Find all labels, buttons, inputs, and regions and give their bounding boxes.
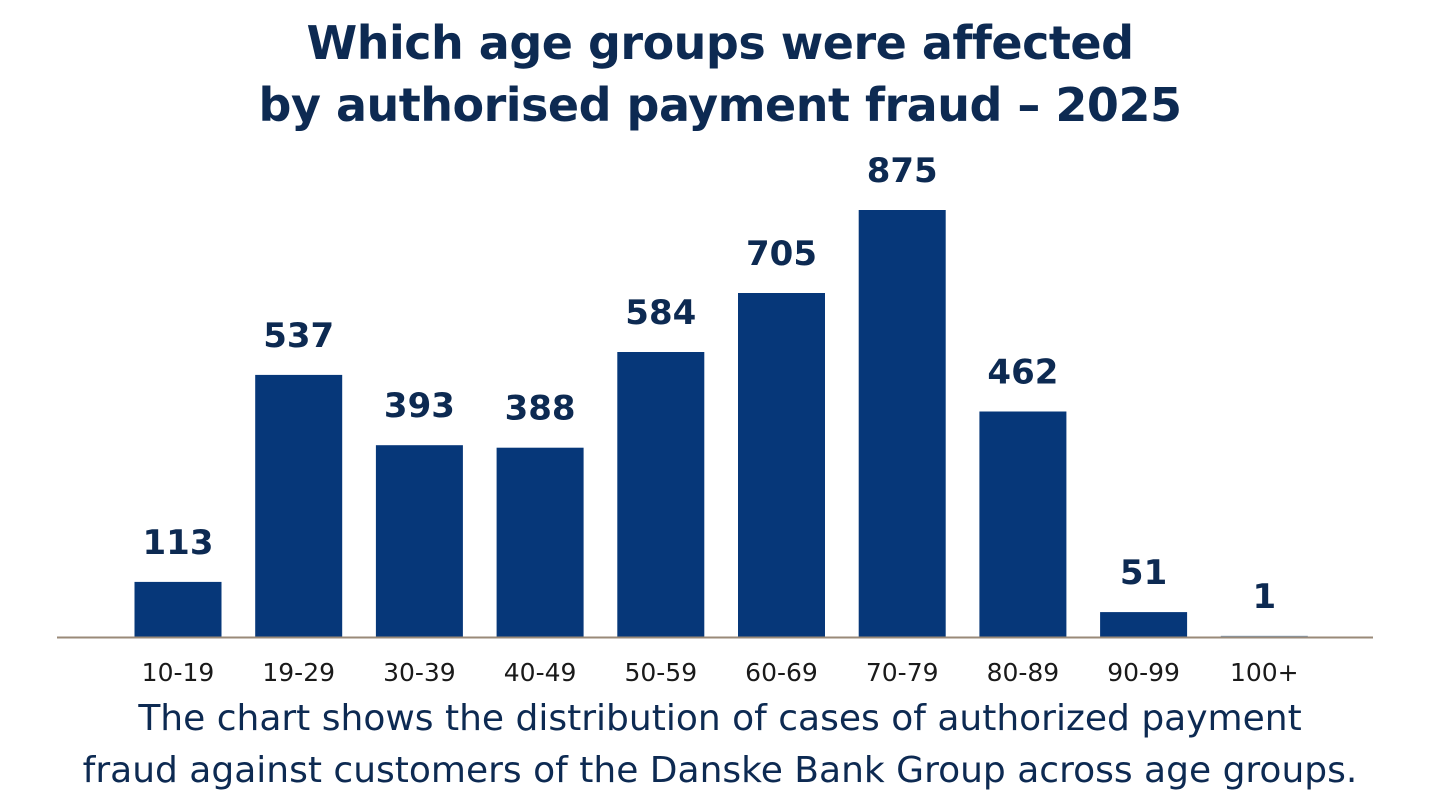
bar-50-59: [617, 352, 705, 637]
x-tick-label-10-19: 10-19: [142, 658, 215, 687]
bar-40-49: [496, 447, 584, 637]
chart-caption-line-1: The chart shows the distribution of case…: [138, 698, 1302, 739]
value-label-19-29: 537: [263, 316, 334, 356]
bar-70-79: [858, 210, 946, 637]
value-labels-group: 113 537 393 388 584 705 875 462 51 1: [143, 151, 1277, 617]
x-tick-label-50-59: 50-59: [624, 658, 697, 687]
value-label-40-49: 388: [505, 389, 576, 429]
x-tick-label-70-79: 70-79: [866, 658, 939, 687]
bar-60-69: [738, 293, 825, 637]
bar-19-29: [255, 374, 343, 637]
value-label-60-69: 705: [746, 234, 817, 274]
value-label-50-59: 584: [625, 293, 696, 333]
x-tick-label-80-89: 80-89: [987, 658, 1060, 687]
chart-caption: The chart shows the distribution of case…: [0, 693, 1440, 797]
chart-title-line-2: by authorised payment fraud – 2025: [258, 78, 1182, 132]
x-tick-label-100+: 100+: [1230, 658, 1299, 687]
x-tick-label-60-69: 60-69: [745, 658, 818, 687]
bar-30-39: [375, 445, 463, 637]
chart-title: Which age groups were affected by author…: [0, 12, 1440, 136]
value-label-90-99: 51: [1120, 553, 1167, 593]
bar-100+: [1220, 635, 1308, 637]
bar-10-19: [134, 581, 222, 637]
bars-group: [134, 210, 1308, 637]
value-label-100+: 1: [1252, 577, 1276, 617]
bar-90-99: [1100, 612, 1188, 637]
value-label-80-89: 462: [987, 353, 1058, 393]
chart-caption-line-2: fraud against customers of the Danske Ba…: [82, 750, 1358, 791]
x-tick-label-40-49: 40-49: [504, 658, 577, 687]
x-tick-labels-group: 10-19 19-29 30-39 40-49 50-59 60-69 70-79 80-89…: [142, 658, 1299, 687]
value-label-30-39: 393: [384, 386, 455, 426]
x-tick-label-30-39: 30-39: [383, 658, 456, 687]
chart-title-line-1: Which age groups were affected: [306, 16, 1135, 70]
x-tick-label-90-99: 90-99: [1107, 658, 1180, 687]
value-label-70-79: 875: [867, 151, 938, 191]
value-label-10-19: 113: [143, 523, 214, 563]
bar-80-89: [979, 411, 1067, 637]
x-tick-label-19-29: 19-29: [262, 658, 335, 687]
